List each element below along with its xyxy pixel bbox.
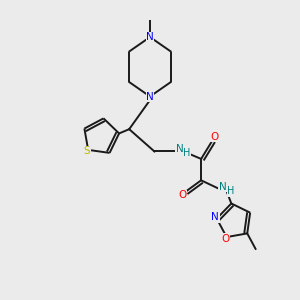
Text: N: N [146,92,154,101]
Text: H: H [184,148,191,158]
Text: S: S [83,146,90,156]
Text: N: N [146,32,154,42]
Text: N: N [176,144,184,154]
Text: N: N [212,212,219,222]
Text: O: O [211,132,219,142]
Text: H: H [227,186,235,196]
Text: O: O [221,234,229,244]
Text: O: O [178,190,186,200]
Text: N: N [219,182,226,192]
